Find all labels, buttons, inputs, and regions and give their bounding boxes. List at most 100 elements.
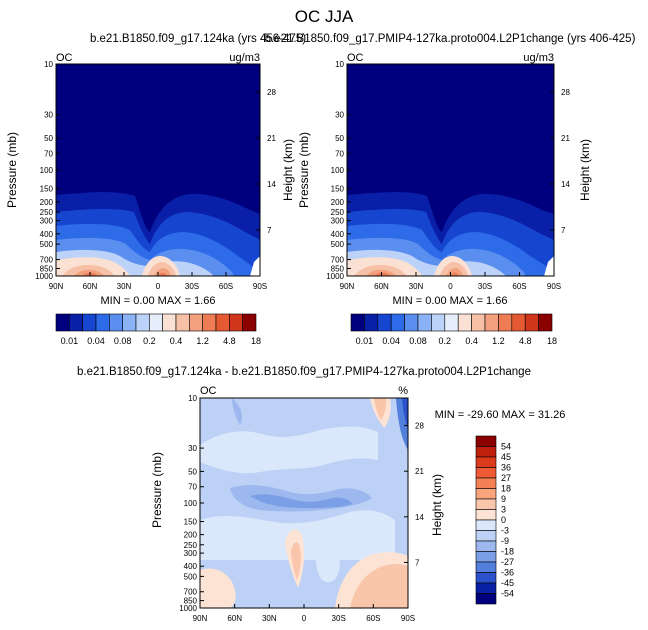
y-tick-label: 400 [331,230,345,239]
colorbar-label: 3 [501,505,506,515]
y-tick-label: 300 [331,217,345,226]
colorbar-box [202,313,217,332]
colorbar-label: -45 [501,578,514,588]
x-tick-label: 60S [219,282,233,291]
colorbar-label: 0.08 [409,336,427,346]
colorbar-box [95,313,110,332]
y-tick-label: 300 [184,549,198,558]
height-tick-label: 21 [415,467,424,476]
colorbar-box [444,313,459,332]
colorbar-box [149,313,163,332]
colorbar-box [404,313,419,332]
y-tick-label: 100 [184,499,198,508]
colorbar-label: 4.8 [223,336,236,346]
colorbar-box [475,467,497,479]
panel-c-height-ticks: 28 21 14 7 [404,422,424,567]
panel-c-region-4 [250,494,352,508]
x-tick-label: 60N [83,282,98,291]
x-tick-label: 90S [253,282,267,291]
y-tick-label: 700 [184,588,198,597]
panel-a-colorbar: 0.01 0.04 0.08 0.2 0.4 1.2 4.8 18 [55,313,261,346]
colorbar-label: 36 [501,463,511,473]
colorbar-label: 0.4 [465,336,478,346]
height-tick-label: 28 [561,88,570,97]
panel-c-region-11 [350,564,408,608]
colorbar-label: 54 [501,442,511,452]
panel-a-ylabel-right: Height (km) [281,139,295,201]
y-tick-label: 150 [331,185,345,194]
colorbar-box [242,313,257,332]
panel-a-field [56,64,260,276]
panel-c-region-5 [232,398,243,425]
colorbar-box [122,313,137,332]
panel-b-field [347,64,554,276]
panel-c-region-7 [402,398,408,430]
panel-b-ylabel: Pressure (mb) [297,132,311,208]
y-tick-label: 70 [188,483,197,492]
y-tick-label: 100 [40,166,54,175]
colorbar-box [377,313,392,332]
y-tick-label: 1000 [326,272,344,281]
x-tick-label: 90S [401,614,415,623]
colorbar-box [475,551,497,563]
y-tick-label: 30 [188,444,197,453]
y-tick-label: 700 [331,256,345,265]
colorbar-box [475,477,497,489]
y-tick-label: 150 [184,517,198,526]
y-tick-label: 700 [40,256,54,265]
y-tick-label: 200 [331,198,345,207]
colorbar-label: 27 [501,473,511,483]
colorbar-box [390,313,405,332]
colorbar-label: 4.8 [519,336,532,346]
figure-title: OC JJA [295,7,354,26]
colorbar-label: 0.04 [382,336,400,346]
x-tick-label: 30S [185,282,199,291]
colorbar-label: 1.2 [492,336,505,346]
colorbar-box [475,435,497,447]
colorbar-box [229,313,243,332]
colorbar-box [82,313,97,332]
colorbar-label: -27 [501,557,514,567]
x-tick-label: 60N [374,282,389,291]
height-tick-label: 14 [561,180,570,189]
colorbar-box [475,593,497,605]
panel-c-left-label: OC [200,385,217,397]
height-tick-label: 7 [561,226,566,235]
x-tick-label: 30S [478,282,492,291]
colorbar-label: -54 [501,589,514,599]
y-tick-label: 850 [184,597,198,606]
panel-a-left-label: OC [56,52,73,64]
panel-c-stats: MIN = -29.60 MAX = 31.26 [435,409,566,421]
panel-b-left-label: OC [347,52,364,64]
colorbar-box [524,313,539,332]
panel-c-ylabel-right: Height (km) [430,474,444,536]
panel-b-stats: MIN = 0.00 MAX = 1.66 [393,295,508,307]
colorbar-label: -18 [501,547,514,557]
panel-a-title: b.e21.B1850.f09_g17.124ka (yrs 456-475) [90,33,306,45]
colorbar-label: 0 [501,515,506,525]
x-tick-label: 30N [409,282,424,291]
colorbar-label: 0.04 [87,336,105,346]
height-tick-label: 14 [415,513,424,522]
colorbar-box [475,456,497,468]
y-tick-label: 250 [331,208,345,217]
colorbar-label: 0.4 [170,336,183,346]
colorbar-box [364,313,379,332]
colorbar-box [69,313,83,332]
x-tick-label: 0 [302,614,307,623]
height-tick-label: 28 [267,88,276,97]
panel-c-region-9 [374,398,387,420]
colorbar-box [475,488,497,500]
x-tick-label: 90N [340,282,355,291]
y-tick-label: 400 [184,562,198,571]
y-tick-label: 300 [40,217,54,226]
colorbar-box [55,313,70,332]
panel-b-x-ticks: 90N 60N 30N 0 30S 60S 90S [340,272,561,291]
colorbar-box [471,313,486,332]
panel-c-region-1 [200,426,378,474]
panel-c-region-14 [200,568,236,608]
x-tick-label: 90N [193,614,208,623]
